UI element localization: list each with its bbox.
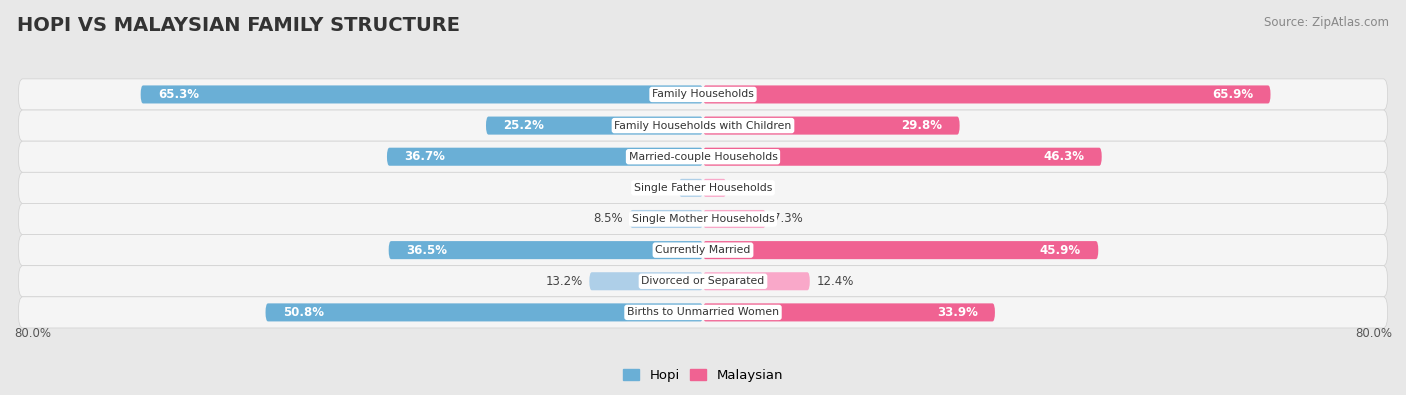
Text: 12.4%: 12.4% — [817, 275, 853, 288]
Text: 25.2%: 25.2% — [503, 119, 544, 132]
Text: Source: ZipAtlas.com: Source: ZipAtlas.com — [1264, 16, 1389, 29]
FancyBboxPatch shape — [387, 148, 703, 166]
Text: 80.0%: 80.0% — [14, 327, 51, 340]
Text: 65.9%: 65.9% — [1212, 88, 1253, 101]
Text: Married-couple Households: Married-couple Households — [628, 152, 778, 162]
FancyBboxPatch shape — [703, 148, 1102, 166]
Text: 33.9%: 33.9% — [936, 306, 977, 319]
Text: Single Father Households: Single Father Households — [634, 183, 772, 193]
Text: 65.3%: 65.3% — [157, 88, 198, 101]
Text: 36.5%: 36.5% — [406, 244, 447, 257]
Text: 2.8%: 2.8% — [643, 181, 672, 194]
FancyBboxPatch shape — [18, 235, 1388, 266]
FancyBboxPatch shape — [18, 172, 1388, 203]
Legend: Hopi, Malaysian: Hopi, Malaysian — [617, 364, 789, 387]
Text: Currently Married: Currently Married — [655, 245, 751, 255]
Text: 8.5%: 8.5% — [593, 213, 623, 226]
FancyBboxPatch shape — [486, 117, 703, 135]
FancyBboxPatch shape — [703, 303, 995, 322]
Text: HOPI VS MALAYSIAN FAMILY STRUCTURE: HOPI VS MALAYSIAN FAMILY STRUCTURE — [17, 16, 460, 35]
Text: 80.0%: 80.0% — [1355, 327, 1392, 340]
FancyBboxPatch shape — [703, 272, 810, 290]
FancyBboxPatch shape — [18, 266, 1388, 297]
FancyBboxPatch shape — [141, 85, 703, 103]
FancyBboxPatch shape — [630, 210, 703, 228]
FancyBboxPatch shape — [703, 117, 960, 135]
Text: Divorced or Separated: Divorced or Separated — [641, 276, 765, 286]
Text: 36.7%: 36.7% — [404, 150, 446, 163]
FancyBboxPatch shape — [589, 272, 703, 290]
Text: 45.9%: 45.9% — [1040, 244, 1081, 257]
Text: 7.3%: 7.3% — [773, 213, 803, 226]
FancyBboxPatch shape — [703, 241, 1098, 259]
Text: Family Households with Children: Family Households with Children — [614, 120, 792, 131]
FancyBboxPatch shape — [703, 210, 766, 228]
Text: 46.3%: 46.3% — [1043, 150, 1084, 163]
FancyBboxPatch shape — [18, 297, 1388, 328]
Text: Family Households: Family Households — [652, 89, 754, 100]
Text: 29.8%: 29.8% — [901, 119, 942, 132]
Text: Single Mother Households: Single Mother Households — [631, 214, 775, 224]
FancyBboxPatch shape — [18, 203, 1388, 235]
FancyBboxPatch shape — [703, 179, 727, 197]
FancyBboxPatch shape — [703, 85, 1271, 103]
FancyBboxPatch shape — [18, 79, 1388, 110]
FancyBboxPatch shape — [266, 303, 703, 322]
FancyBboxPatch shape — [679, 179, 703, 197]
FancyBboxPatch shape — [18, 141, 1388, 172]
Text: Births to Unmarried Women: Births to Unmarried Women — [627, 307, 779, 318]
Text: 2.7%: 2.7% — [733, 181, 763, 194]
FancyBboxPatch shape — [388, 241, 703, 259]
FancyBboxPatch shape — [18, 110, 1388, 141]
Text: 13.2%: 13.2% — [546, 275, 582, 288]
Text: 50.8%: 50.8% — [283, 306, 323, 319]
